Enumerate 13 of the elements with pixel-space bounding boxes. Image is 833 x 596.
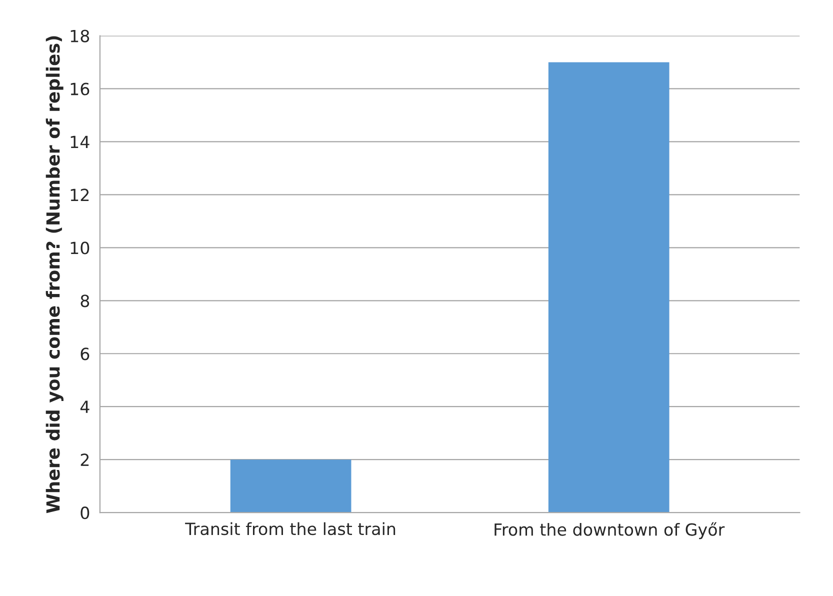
y-tick-label: 4 [80,400,90,413]
y-axis-title: Where did you come from? (Number of replies) [46,36,64,514]
y-tick-label: 2 [80,454,89,466]
y-tick-label: 14 [70,136,90,148]
y-tick-label: 6 [80,348,90,360]
y-tick-label: 0 [80,506,90,520]
y-tick-label: 10 [70,242,90,254]
y-tick-label: 8 [80,294,90,308]
x-tick-label: From the downtown of Győr [494,522,725,540]
y-tick-label: 18 [70,30,90,42]
y-tick-label: 16 [70,82,90,96]
y-tick-label: 12 [70,188,89,202]
x-tick-label: Transit from the last train [185,522,396,536]
